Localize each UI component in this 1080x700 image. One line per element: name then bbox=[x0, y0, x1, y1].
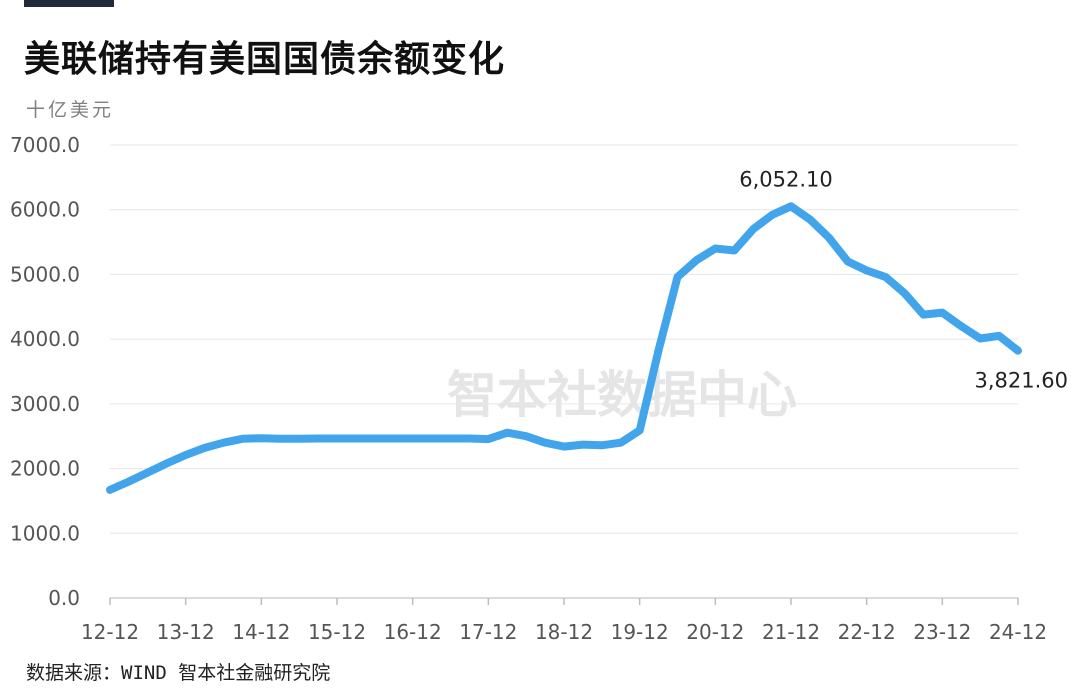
y-tick-label: 5000.0 bbox=[10, 262, 80, 286]
data-label: 6,052.10 bbox=[739, 167, 833, 191]
x-tick-label: 18-12 bbox=[535, 620, 593, 644]
y-tick-label: 1000.0 bbox=[10, 521, 80, 545]
x-axis: 12-12 13-12 14-12 15-12 16-12 17-12 18-12 19-12… bbox=[81, 597, 1047, 644]
x-tick-label: 12-12 bbox=[81, 620, 139, 644]
gridlines bbox=[110, 144, 1018, 534]
x-tick-label: 22-12 bbox=[838, 620, 896, 644]
x-tick-label: 17-12 bbox=[459, 620, 517, 644]
chart-title: 美联储持有美国国债余额变化 bbox=[24, 39, 506, 80]
x-tick-label: 20-12 bbox=[686, 620, 744, 644]
data-labels: 6,052.10 3,821.60 bbox=[739, 167, 1068, 392]
y-tick-label: 6000.0 bbox=[10, 198, 80, 222]
series-line bbox=[106, 202, 1022, 494]
y-tick-label: 7000.0 bbox=[10, 133, 80, 157]
x-tick-label: 13-12 bbox=[157, 620, 215, 644]
x-tick-label: 15-12 bbox=[308, 620, 366, 644]
x-tick-label: 24-12 bbox=[989, 620, 1047, 644]
data-label: 3,821.60 bbox=[974, 369, 1068, 393]
y-axis: 0.0 1000.0 2000.0 3000.0 4000.0 5000.0 6000.0 7… bbox=[10, 133, 80, 610]
watermark: 智本社数据中心 bbox=[447, 366, 797, 424]
y-tick-label: 0.0 bbox=[48, 586, 80, 610]
y-tick-label: 3000.0 bbox=[10, 392, 80, 416]
x-tick-label: 21-12 bbox=[762, 620, 820, 644]
series-layer bbox=[106, 202, 1022, 494]
y-tick-label: 4000.0 bbox=[10, 327, 80, 351]
source-note: 数据来源：WIND 智本社金融研究院 bbox=[26, 662, 331, 684]
accent-bar bbox=[24, 0, 114, 7]
x-tick-label: 23-12 bbox=[913, 620, 971, 644]
x-tick-label: 19-12 bbox=[611, 620, 669, 644]
x-tick-label: 16-12 bbox=[384, 620, 442, 644]
y-tick-label: 2000.0 bbox=[10, 457, 80, 481]
x-tick-label: 14-12 bbox=[232, 620, 290, 644]
unit-label: 十亿美元 bbox=[26, 99, 115, 121]
